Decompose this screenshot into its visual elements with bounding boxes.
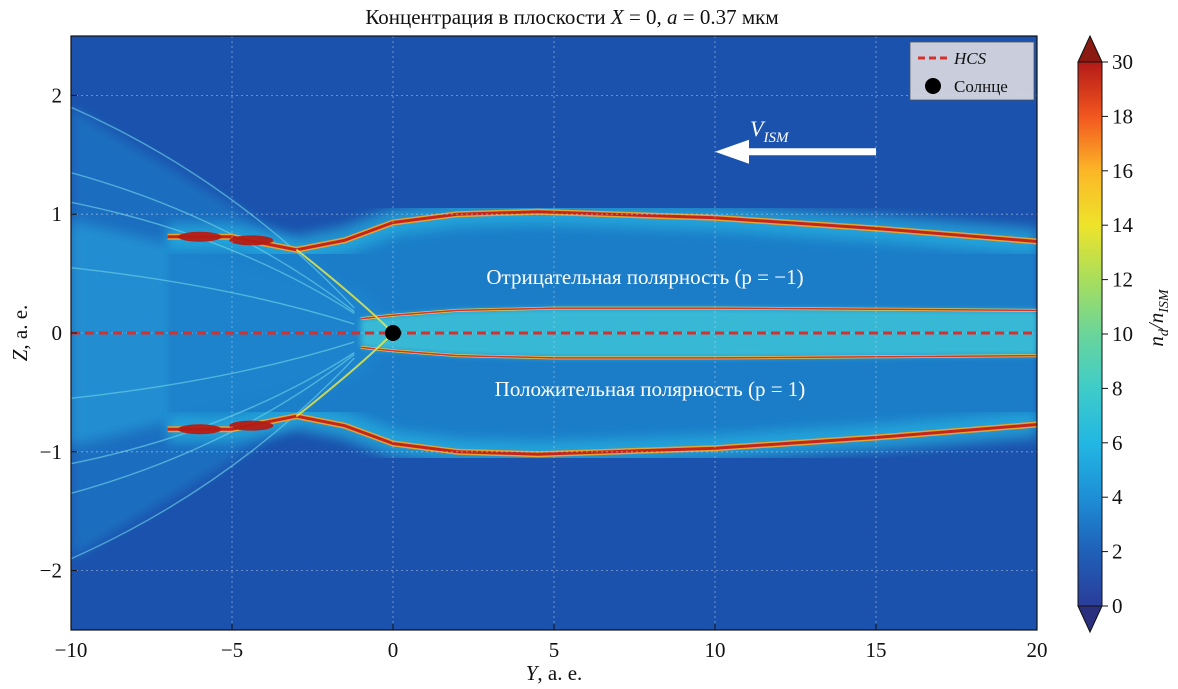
flow-arrow-head [715, 139, 749, 164]
legend-sun-swatch [925, 78, 941, 94]
colorbar-tick-label: 30 [1112, 50, 1133, 74]
y-axis-ticks: 2 1 0 −1 −2 [40, 83, 77, 583]
y-tick-label: 1 [52, 202, 63, 226]
y-tick-label: 2 [52, 83, 63, 107]
x-tick-label: −5 [221, 638, 243, 662]
colorbar-tick-label: 10 [1112, 322, 1133, 346]
upper-inner-boundary [360, 307, 1037, 320]
y-tick-label: −2 [40, 559, 62, 583]
colorbar-top-extension [1077, 34, 1103, 63]
colorbar-bottom-extension [1077, 605, 1103, 634]
ray [71, 352, 355, 465]
x-axis-ticks: −10 −5 0 5 10 15 20 [55, 624, 1048, 662]
sun-marker [385, 325, 401, 341]
x-tick-label: 10 [705, 638, 726, 662]
colorbar-body [1077, 61, 1103, 607]
ray [71, 266, 355, 325]
legend-sun-label: Солнце [954, 77, 1008, 96]
hcs-layer [71, 325, 1037, 341]
colorbar-tick-label: 18 [1112, 104, 1133, 128]
y-axis-label: Z, а. е. [8, 305, 32, 362]
colorbar-label: nd/nISM [1144, 288, 1172, 347]
colorbar-tick-label: 14 [1112, 213, 1134, 237]
colorbar-tick-label: 6 [1112, 431, 1123, 455]
colorbar-tick-label: 4 [1112, 485, 1123, 509]
legend: HCS Солнце [909, 41, 1035, 101]
x-tick-label: 15 [866, 638, 887, 662]
y-tick-label: 0 [52, 321, 63, 345]
flow-label: VISM [750, 116, 790, 146]
cusp-spot [177, 231, 222, 242]
legend-hcs-label: HCS [953, 49, 987, 68]
x-tick-label: 0 [388, 638, 399, 662]
ray [71, 357, 355, 560]
cusp-spot [229, 420, 274, 431]
ray [71, 353, 355, 495]
core-channel [360, 308, 1037, 358]
ray [71, 341, 355, 400]
cusp-spot [177, 424, 222, 435]
plot-area [71, 36, 1037, 630]
colorbar-tick-label: 2 [1112, 540, 1123, 564]
colorbar-tick-label: 8 [1112, 376, 1123, 400]
ray [71, 106, 355, 309]
colorbar-tick-label: 12 [1112, 268, 1133, 292]
x-tick-label: −10 [55, 638, 88, 662]
x-tick-label: 20 [1027, 638, 1048, 662]
positive-polarity-label: Положительная полярность (p = 1) [495, 377, 806, 401]
colorbar: 0 2 4 6 8 10 12 14 16 18 30 nd/nISM [1077, 34, 1172, 634]
flow-annotation: VISM [715, 116, 876, 164]
cusp-spot [229, 235, 274, 246]
converging-curve [295, 248, 394, 334]
x-axis-label: Y, а. е. [526, 661, 583, 685]
colorbar-tick-label: 0 [1112, 594, 1123, 618]
x-tick-label: 5 [549, 638, 560, 662]
converging-curve [295, 332, 394, 418]
y-tick-label: −1 [40, 440, 62, 464]
ray [71, 171, 355, 313]
chart-title: Концентрация в плоскости X = 0, a = 0.37… [365, 5, 778, 29]
colorbar-tick-label: 16 [1112, 159, 1133, 183]
colorbar-ticks: 0 2 4 6 8 10 12 14 16 18 30 [1102, 50, 1134, 618]
ray [71, 201, 355, 314]
negative-polarity-label: Отрицательная полярность (p = −1) [486, 265, 803, 289]
